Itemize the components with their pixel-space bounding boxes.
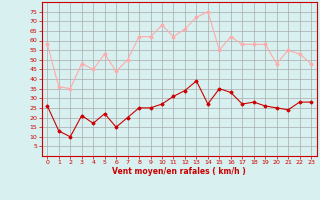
X-axis label: Vent moyen/en rafales ( km/h ): Vent moyen/en rafales ( km/h )	[112, 167, 246, 176]
